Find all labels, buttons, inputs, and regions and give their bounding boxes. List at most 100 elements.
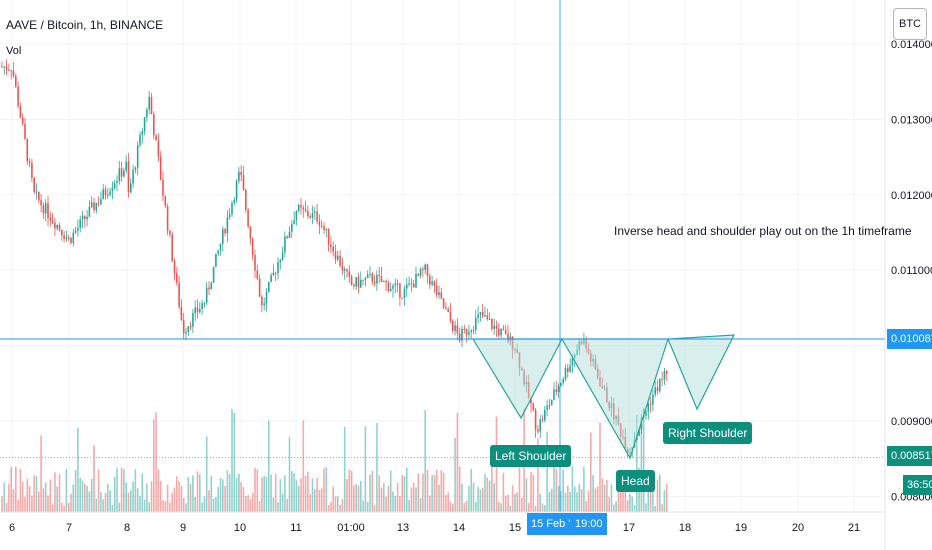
candle-body xyxy=(493,325,495,329)
volume-bar xyxy=(323,468,325,512)
candle-body xyxy=(355,277,357,287)
volume-bar xyxy=(24,497,26,512)
volume-bar xyxy=(661,504,663,512)
chart-title: AAVE / Bitcoin, 1h, BINANCE xyxy=(6,18,164,32)
volume-bar xyxy=(219,477,222,512)
candle-body xyxy=(458,333,461,341)
volume-bar xyxy=(619,472,622,512)
candle-body xyxy=(548,405,551,407)
head-label: Head xyxy=(616,470,655,492)
volume-bar xyxy=(394,495,397,512)
volume-bar xyxy=(592,475,594,512)
volume-bar xyxy=(240,482,242,512)
grid-lines xyxy=(0,0,885,512)
candle-body xyxy=(224,229,226,234)
volume-bar xyxy=(150,481,153,512)
volume-bar xyxy=(562,469,564,512)
candle-body xyxy=(638,429,640,436)
candle-body xyxy=(343,269,346,271)
candle-body xyxy=(569,365,571,372)
volume-bar xyxy=(125,482,127,512)
volume-bar xyxy=(447,492,449,512)
candle-body xyxy=(19,105,22,118)
volume-bar xyxy=(148,502,150,512)
volume-bar xyxy=(387,485,390,512)
volume-bar xyxy=(228,474,231,512)
volume-bar xyxy=(192,475,194,512)
volume-bar xyxy=(35,476,38,512)
volume-bar xyxy=(205,436,208,512)
volume-bar xyxy=(185,503,187,512)
candle-body xyxy=(100,198,102,204)
volume-bar xyxy=(28,486,31,512)
volume-bar xyxy=(297,485,300,512)
volume-bar xyxy=(249,498,252,512)
candle-body xyxy=(139,134,141,146)
candle-body xyxy=(222,229,224,244)
volume-bar xyxy=(353,485,355,512)
volume-bar xyxy=(569,491,571,512)
candle-body xyxy=(148,96,150,110)
candle-body xyxy=(534,410,537,430)
volume-bar xyxy=(472,482,475,512)
candle-body xyxy=(665,371,668,374)
candle-body xyxy=(178,282,180,308)
candle-body xyxy=(109,191,111,195)
volume-bar xyxy=(90,478,93,512)
candle-body xyxy=(357,277,360,288)
head-and-shoulders-pattern xyxy=(471,334,736,460)
volume-bar xyxy=(564,492,567,512)
candle-body xyxy=(123,170,125,177)
volume-bar xyxy=(337,496,339,512)
candle-body xyxy=(401,297,403,299)
volume-bar xyxy=(532,474,535,512)
candle-body xyxy=(449,311,452,321)
volume-bar xyxy=(500,503,502,512)
volume-bar xyxy=(325,467,328,512)
candle-body xyxy=(5,66,8,70)
candle-body xyxy=(452,320,454,331)
candle-body xyxy=(38,191,40,201)
volume-bar xyxy=(583,466,585,512)
candle-body xyxy=(426,264,429,276)
volume-bar xyxy=(86,485,88,512)
volume-bar xyxy=(224,485,226,512)
candle-body xyxy=(284,236,286,253)
candle-body xyxy=(346,269,348,272)
candle-body xyxy=(544,409,546,421)
candle-body xyxy=(378,274,380,277)
candle-body xyxy=(297,205,300,212)
volume-bar xyxy=(486,477,489,512)
volume-bar xyxy=(360,480,362,512)
volume-bar xyxy=(88,491,91,512)
candle-body xyxy=(481,312,484,317)
time-tick-label: 10 xyxy=(234,522,246,534)
candle-body xyxy=(77,227,79,231)
candle-body xyxy=(10,70,12,72)
volume-bar xyxy=(311,478,314,512)
volume-bar xyxy=(316,477,318,512)
volume-bar xyxy=(454,437,456,512)
volume-bar xyxy=(327,505,330,512)
candle-body xyxy=(300,205,302,208)
volume-bar xyxy=(633,504,636,512)
volume-bar xyxy=(373,505,376,512)
volume-bar xyxy=(389,470,392,512)
volume-bar xyxy=(143,499,146,512)
volume-bar xyxy=(530,471,532,512)
volume-bar xyxy=(550,488,553,512)
volume-bar xyxy=(330,502,332,512)
candle-body xyxy=(488,319,491,321)
volume-bar xyxy=(47,495,49,512)
currency-badge[interactable]: BTC xyxy=(893,8,927,40)
volume-bar xyxy=(442,472,445,512)
volume-bar xyxy=(656,479,659,512)
candle-body xyxy=(447,309,449,312)
volume-bar xyxy=(557,485,560,512)
volume-bar xyxy=(362,500,364,512)
crosshair-time-tag: 19:00 xyxy=(571,513,607,535)
volume-bar xyxy=(332,486,334,512)
candle-body xyxy=(550,399,553,406)
candle-body xyxy=(369,273,371,275)
